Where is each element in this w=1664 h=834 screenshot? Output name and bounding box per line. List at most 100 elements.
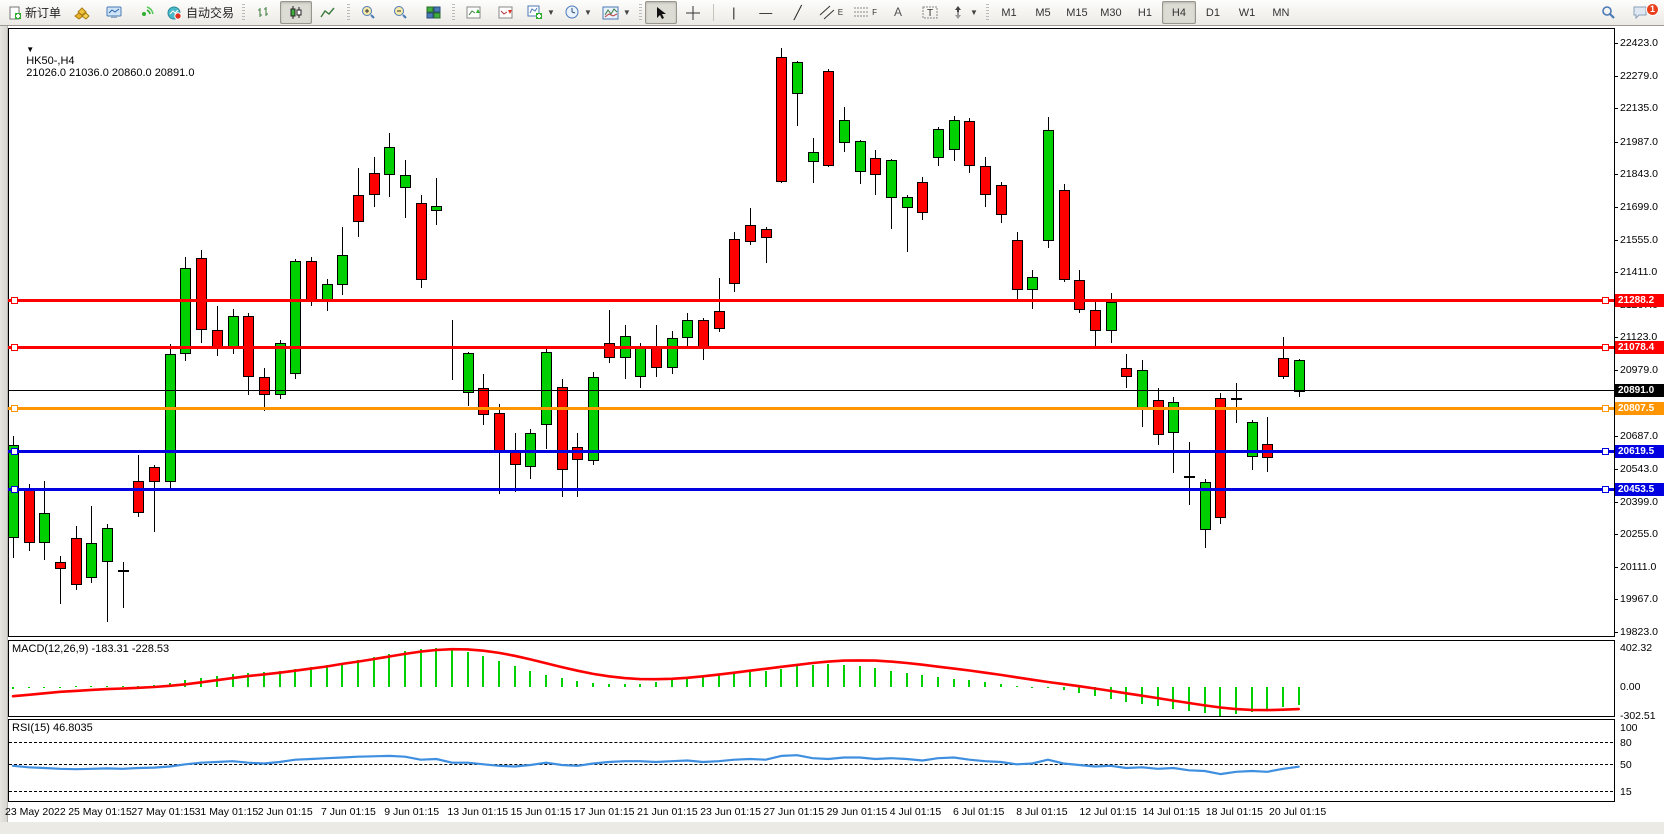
macd-histogram-bar <box>686 677 689 687</box>
shapes-tool-button[interactable]: ▼ <box>946 1 983 24</box>
macd-histogram-bar <box>670 680 673 687</box>
horizontal-line-object[interactable] <box>8 450 1614 454</box>
bull-candle-body <box>792 62 803 94</box>
horizontal-line-object[interactable] <box>8 389 1614 391</box>
line-handle[interactable] <box>11 296 18 304</box>
chart-forward-button[interactable] <box>458 1 490 24</box>
line-handle[interactable] <box>11 344 18 352</box>
bull-candle-body <box>1246 421 1258 457</box>
notifications-button[interactable]: 1 <box>1624 1 1659 24</box>
period-dropdown-button[interactable]: ▼ <box>560 1 597 24</box>
hline-tool-button[interactable]: — <box>750 1 782 24</box>
candle-wick <box>107 523 109 622</box>
market-watch-button[interactable] <box>66 1 98 24</box>
price-axis-label: 20111.0 <box>1620 560 1657 573</box>
timeframe-m1-button[interactable]: M1 <box>992 1 1026 24</box>
chart-line-button[interactable] <box>312 1 344 24</box>
macd-histogram-bar <box>372 656 375 687</box>
new-chart-button[interactable]: ▼ <box>522 1 560 24</box>
horizontal-line-object[interactable] <box>8 346 1614 350</box>
line-handle[interactable] <box>1602 448 1609 456</box>
horizontal-line-object[interactable] <box>8 298 1614 302</box>
line-handle[interactable] <box>11 405 18 413</box>
label-tool-button[interactable]: T <box>914 1 946 24</box>
macd-histogram-bar <box>90 686 93 688</box>
macd-histogram-bar <box>1062 687 1065 691</box>
macd-histogram-bar <box>137 685 140 687</box>
equidistant-channel-icon <box>819 5 835 20</box>
template-dropdown-button[interactable]: ▼ <box>597 1 636 24</box>
tile-windows-button[interactable] <box>417 1 449 24</box>
chart-back-button[interactable] <box>490 1 522 24</box>
price-axis-label: 22135.0 <box>1620 102 1658 115</box>
chart-menu-dropdown-icon[interactable]: ▼ <box>26 45 35 54</box>
line-handle[interactable] <box>11 485 18 493</box>
zoom-out-button[interactable] <box>385 1 417 24</box>
candlestick-chart-icon <box>288 5 304 20</box>
price-line-tag: 21078.4 <box>1615 341 1664 355</box>
signals-button[interactable] <box>130 1 162 24</box>
search-button[interactable] <box>1592 1 1624 24</box>
price-line-tag: 20453.5 <box>1615 482 1664 496</box>
horizontal-line-object[interactable] <box>8 407 1614 411</box>
macd-histogram-bar <box>1188 687 1190 712</box>
line-handle[interactable] <box>1602 405 1609 413</box>
notification-badge: 1 <box>1646 3 1659 16</box>
autotrading-button[interactable]: 自动交易 <box>162 1 239 24</box>
new-order-button[interactable]: 新订单 <box>3 1 66 24</box>
candle-wick <box>60 555 62 605</box>
rsi-axis-label: 50 <box>1620 759 1632 772</box>
timeframe-m15-button[interactable]: M15 <box>1060 1 1094 24</box>
price-axis-tick <box>1614 75 1618 77</box>
macd-axis-label: -302.51 <box>1620 710 1656 723</box>
bull-candle-body <box>431 205 443 212</box>
macd-histogram-bar <box>513 666 516 687</box>
chart-bars-button[interactable] <box>248 1 280 24</box>
rsi-pane <box>8 719 1615 802</box>
macd-histogram-bar <box>623 684 626 687</box>
line-handle[interactable] <box>1602 344 1609 352</box>
timeframe-m30-button[interactable]: M30 <box>1094 1 1128 24</box>
vline-tool-button[interactable]: | <box>718 1 750 24</box>
line-handle[interactable] <box>1602 296 1609 304</box>
candle-wick <box>452 320 454 381</box>
cursor-tool-button[interactable] <box>644 1 677 24</box>
channel-tool-button[interactable]: E <box>814 1 848 24</box>
candle-wick <box>122 562 124 608</box>
trendline-tool-button[interactable]: ╱ <box>782 1 814 24</box>
timeframe-d1-button[interactable]: D1 <box>1196 1 1230 24</box>
new-order-icon <box>8 6 22 20</box>
macd-histogram-bar <box>498 660 501 687</box>
text-tool-button[interactable]: A <box>882 1 914 24</box>
date-axis-label: 14 Jul 01:15 <box>1142 806 1200 818</box>
arrows-icon <box>951 5 966 20</box>
chart-candles-button[interactable] <box>280 1 313 24</box>
timeframe-m5-button[interactable]: M5 <box>1026 1 1060 24</box>
timeframe-mn-button[interactable]: MN <box>1264 1 1298 24</box>
timeframe-h4-button[interactable]: H4 <box>1161 1 1196 24</box>
bear-candle-body <box>149 467 161 483</box>
price-axis-tick <box>1614 108 1618 110</box>
trendline-icon: ╱ <box>793 5 802 20</box>
timeframe-label: H4 <box>1171 6 1186 19</box>
macd-histogram-bar <box>1266 687 1269 710</box>
line-handle[interactable] <box>11 448 18 456</box>
horizontal-line-object[interactable] <box>8 487 1614 491</box>
candle-wick <box>608 310 610 364</box>
macd-histogram-bar <box>1046 687 1049 689</box>
terminal-button[interactable] <box>98 1 130 24</box>
crosshair-tool-button[interactable] <box>677 1 709 24</box>
channel-letter: E <box>837 8 844 17</box>
signal-icon <box>138 5 154 20</box>
macd-histogram-bar <box>654 682 657 687</box>
zoom-in-button[interactable] <box>353 1 385 24</box>
line-handle[interactable] <box>1602 485 1609 493</box>
symbol-period-label: HK50-,H4 <box>26 55 75 67</box>
timeframe-w1-button[interactable]: W1 <box>1230 1 1264 24</box>
timeframe-h1-button[interactable]: H1 <box>1128 1 1162 24</box>
date-axis-label: 27 May 01:15 <box>131 806 196 818</box>
window-left-gutter <box>0 26 8 822</box>
timeframe-label: M15 <box>1066 6 1088 19</box>
fibonacci-tool-button[interactable]: F <box>848 1 882 24</box>
bull-candle-body <box>886 160 898 199</box>
